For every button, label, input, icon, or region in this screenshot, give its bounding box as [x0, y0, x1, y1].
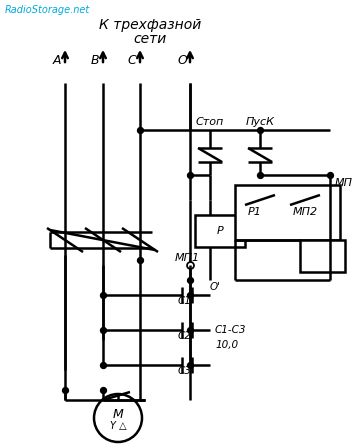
- Text: О: О: [177, 53, 187, 66]
- Bar: [235, 185, 340, 240]
- Text: МП1: МП1: [175, 253, 200, 263]
- Text: Y △: Y △: [110, 421, 126, 431]
- Text: С1-С3: С1-С3: [215, 325, 247, 335]
- Text: К трехфазной: К трехфазной: [99, 18, 201, 32]
- Bar: [195, 215, 245, 247]
- Text: ПусК: ПусК: [245, 117, 274, 127]
- Text: О': О': [210, 282, 221, 292]
- Text: МП2: МП2: [292, 207, 317, 217]
- Text: С2: С2: [178, 331, 192, 341]
- Text: М: М: [113, 408, 123, 421]
- Text: С1: С1: [178, 296, 192, 306]
- Text: С3: С3: [178, 366, 192, 376]
- Text: МП: МП: [335, 178, 353, 188]
- Text: А: А: [53, 53, 61, 66]
- Text: 10,0: 10,0: [215, 340, 238, 350]
- Text: Стоп: Стоп: [196, 117, 224, 127]
- Text: Р: Р: [216, 226, 223, 236]
- Text: RadioStorage.net: RadioStorage.net: [5, 5, 90, 15]
- Text: В: В: [91, 53, 99, 66]
- Text: С: С: [128, 53, 136, 66]
- Bar: [300, 240, 345, 272]
- Text: сети: сети: [133, 32, 167, 46]
- Text: Р1: Р1: [248, 207, 262, 217]
